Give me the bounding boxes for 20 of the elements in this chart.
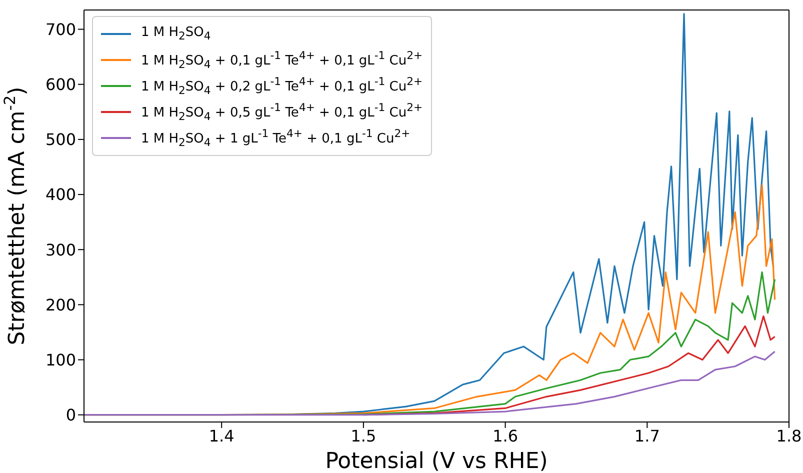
y-tick-label: 200 xyxy=(45,295,76,314)
text: 1 M H$_{2}$SO$_{4}$ + 0,1 gL$^{-1}$ Te$^{4+}$ + 0,1 gL$^{-1}$ Cu$^{2+}$ xyxy=(141,49,423,71)
y-tick-label: 0 xyxy=(66,406,76,425)
x-tick-label: 1.8 xyxy=(776,426,802,446)
text: 1 M H$_{2}$SO$_{4}$ + 0,2 gL$^{-1}$ Te$^{4+}$ + 0,1 gL$^{-1}$ Cu$^{2+}$ xyxy=(141,75,423,97)
y-tick-label: 100 xyxy=(45,350,76,370)
text: 1 M H$_{2}$SO$_{4}$ + 0,5 gL$^{-1}$ Te$^{4+}$ + 0,1 gL$^{-1}$ Cu$^{2+}$ xyxy=(141,101,423,123)
x-tick-label: 1.6 xyxy=(492,426,518,446)
text: 1 M H$_{2}$SO$_{4}$ + 1 gL$^{-1}$ Te$^{4+}$ + 0,1 gL$^{-1}$ Cu$^{2+}$ xyxy=(141,127,410,149)
x-tick-label: 1.5 xyxy=(350,426,376,446)
y-tick-label: 500 xyxy=(45,130,76,150)
x-tick-label: 1.4 xyxy=(208,426,234,446)
legend-label: 1 M H$_{2}$SO$_{4}$ xyxy=(141,25,211,43)
y-tick-label: 700 xyxy=(45,20,76,39)
x-tick-label: 1.7 xyxy=(634,426,660,446)
x-axis-title: Potensial (V vs RHE) xyxy=(325,449,548,473)
y-tick-label: 400 xyxy=(45,185,76,204)
line-series xyxy=(84,350,776,416)
y-tick-label: 300 xyxy=(45,240,76,260)
y-tick-label: 600 xyxy=(45,75,76,94)
